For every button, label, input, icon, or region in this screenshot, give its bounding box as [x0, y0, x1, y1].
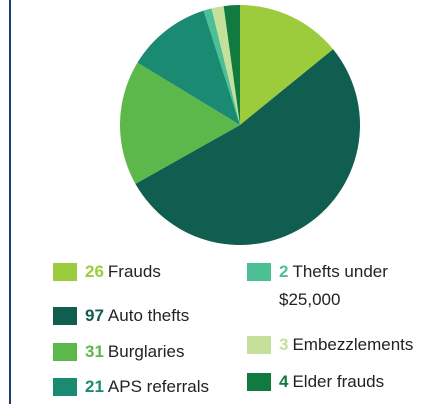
- legend-value: 31: [85, 342, 104, 361]
- legend-value: 26: [85, 262, 104, 281]
- legend-swatch: [53, 378, 77, 396]
- legend-swatch: [53, 307, 77, 325]
- legend-item: 2 Thefts under $25,000: [247, 258, 409, 314]
- legend-item: 26 Frauds: [53, 258, 215, 286]
- pie-slice: [135, 49, 360, 245]
- legend-label: APS referrals: [107, 377, 210, 396]
- legend-swatch: [247, 373, 271, 391]
- pie-slice: [203, 8, 240, 125]
- legend-text: 21 APS referrals: [85, 373, 215, 401]
- legend-item: 31 Burglaries: [53, 338, 215, 366]
- legend-swatch: [53, 343, 77, 361]
- legend-value: 97: [85, 306, 104, 325]
- legend-text: 97 Auto thefts: [85, 302, 215, 330]
- legend-item: 3 Embezzlements: [247, 331, 413, 359]
- legend-text: 2 Thefts under $25,000: [279, 258, 409, 314]
- legend-swatch: [53, 263, 77, 281]
- legend-value: 3: [279, 335, 289, 354]
- legend-text: 3 Embezzlements: [279, 331, 413, 359]
- legend-item: 21 APS referrals: [53, 373, 215, 401]
- legend-item: 97 Auto thefts: [53, 302, 215, 330]
- legend-label: Embezzlements: [292, 335, 414, 354]
- legend-swatch: [247, 263, 271, 281]
- legend-value: 2: [279, 262, 289, 281]
- pie-slice: [137, 10, 240, 126]
- legend-label: Frauds: [107, 262, 161, 281]
- pie-slice: [120, 62, 240, 184]
- legend-label: Auto thefts: [107, 306, 190, 325]
- legend-text: 26 Frauds: [85, 258, 215, 286]
- legend-text: 4 Elder frauds: [279, 368, 409, 396]
- pie-slice: [240, 5, 334, 125]
- legend-text: 31 Burglaries: [85, 338, 215, 366]
- legend-label: Elder frauds: [292, 372, 385, 391]
- legend-label: Burglaries: [107, 342, 185, 361]
- legend-value: 21: [85, 377, 104, 396]
- legend-value: 4: [279, 372, 289, 391]
- pie-slice: [211, 6, 240, 126]
- legend-item: 4 Elder frauds: [247, 368, 409, 396]
- pie-slice: [223, 5, 240, 125]
- legend-swatch: [247, 336, 271, 354]
- legend-label: Thefts under $25,000: [279, 262, 388, 309]
